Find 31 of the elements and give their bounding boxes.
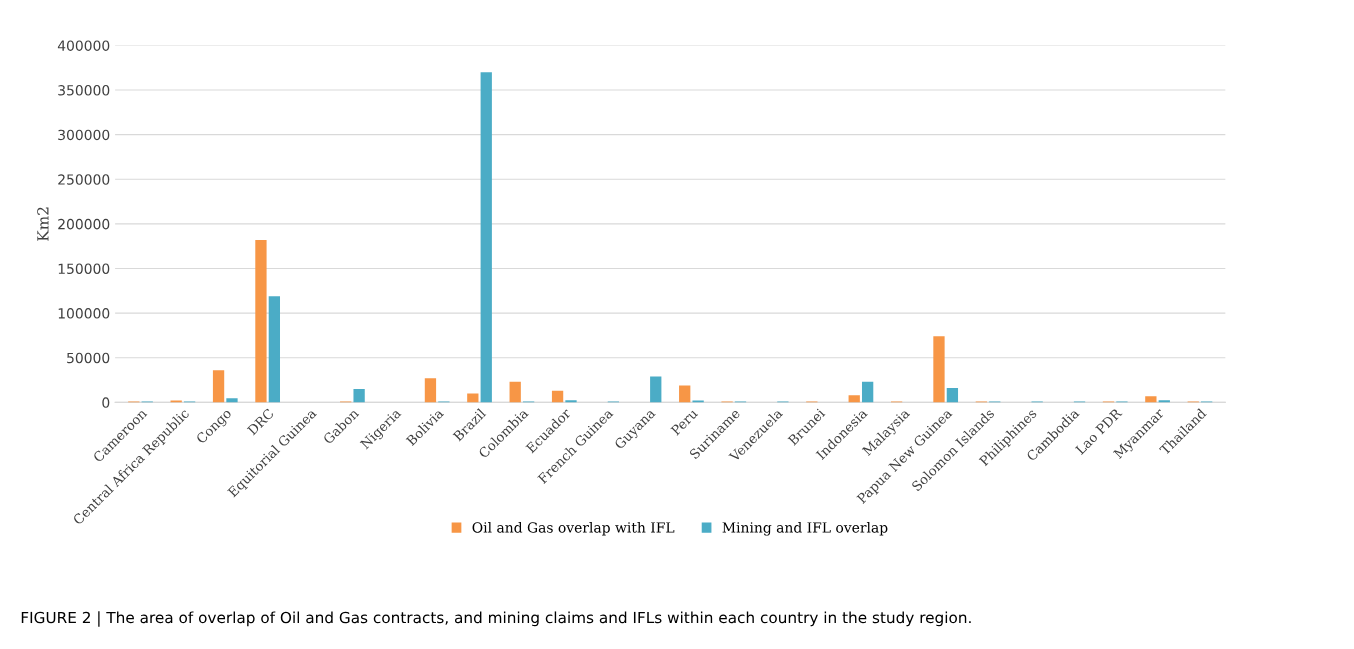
bar: [480, 72, 492, 403]
y-tick-label: 200000: [58, 218, 110, 230]
bar: [509, 381, 521, 403]
y-tick-label: 0: [102, 397, 110, 408]
bar: [946, 388, 959, 403]
y-tick-label: 150000: [58, 263, 110, 274]
bar: [255, 239, 267, 403]
bar: [212, 370, 225, 403]
bar: [933, 336, 945, 403]
y-tick-label: 350000: [58, 85, 110, 96]
bar: [848, 395, 860, 403]
bar: [679, 385, 691, 403]
bar: [650, 376, 662, 403]
y-tick-label: 50000: [67, 352, 110, 364]
bar: [353, 388, 365, 403]
bar: [424, 378, 437, 403]
y-tick-label: 400000: [57, 40, 110, 51]
y-tick-label: 300000: [58, 129, 110, 141]
bar: [861, 381, 874, 403]
legend-label: Oil and Gas overlap with IFL: [472, 521, 675, 536]
y-tick-label: 100000: [58, 308, 110, 319]
bar: [467, 393, 479, 403]
legend-label: Mining and IFL overlap: [722, 521, 888, 536]
caption: FIGURE 2 | The area of overlap of Oil and Gas contracts, and mining claims and IFLs within each country in the study region.: [21, 611, 971, 627]
bar: [268, 296, 281, 403]
bar: [226, 398, 238, 403]
y-tick-label: 250000: [58, 174, 110, 185]
bar: [551, 390, 564, 403]
y-axis-title: Km2: [37, 207, 49, 241]
bar: [1145, 396, 1157, 403]
bar: [565, 400, 577, 403]
